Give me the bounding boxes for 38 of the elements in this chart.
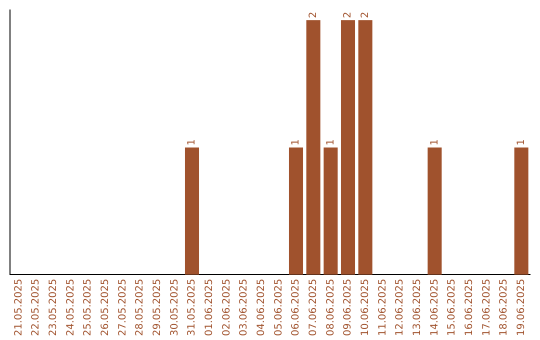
data-label: 2 <box>342 12 354 18</box>
x-tick-label: 31.05.2025 <box>186 278 198 336</box>
x-tick-label: 09.06.2025 <box>342 278 354 336</box>
x-tick-label: 14.06.2025 <box>429 278 440 336</box>
x-tick-label: 01.06.2025 <box>204 278 215 336</box>
data-label: 1 <box>516 139 527 146</box>
data-label: 1 <box>325 139 336 146</box>
data-label: 1 <box>429 139 440 146</box>
x-tick-label: 16.06.2025 <box>464 278 475 336</box>
x-tick-label: 22.05.2025 <box>30 278 42 336</box>
x-tick-label: 28.05.2025 <box>134 278 146 336</box>
x-tick-label: 15.06.2025 <box>446 278 458 336</box>
x-tick-label: 23.05.2025 <box>48 278 59 336</box>
x-tick-label: 12.06.2025 <box>394 278 406 336</box>
x-tick-label: 24.05.2025 <box>65 278 76 336</box>
x-tick-label: 04.06.2025 <box>256 278 267 336</box>
data-label: 1 <box>290 139 302 146</box>
x-tick-label: 25.05.2025 <box>82 278 94 336</box>
x-tick-label: 05.06.2025 <box>273 278 284 336</box>
x-tick-label: 07.06.2025 <box>308 278 319 336</box>
x-tick-label: 18.06.2025 <box>498 278 510 336</box>
data-label: 2 <box>308 12 319 18</box>
x-tick-label: 30.05.2025 <box>169 278 180 336</box>
data-label: 2 <box>360 12 371 18</box>
x-tick-label: 10.06.2025 <box>360 278 371 336</box>
x-tick-label: 11.06.2025 <box>377 278 388 336</box>
x-tick-label: 19.06.2025 <box>516 278 527 336</box>
x-tick-label: 03.06.2025 <box>238 278 250 336</box>
x-tick-label: 08.06.2025 <box>325 278 336 336</box>
x-tick-label: 17.06.2025 <box>481 278 492 336</box>
data-label: 1 <box>186 139 198 146</box>
x-tick-label: 26.05.2025 <box>100 278 111 336</box>
x-tick-label: 29.05.2025 <box>152 278 163 336</box>
x-tick-label: 02.06.2025 <box>221 278 232 336</box>
x-tick-label: 27.05.2025 <box>117 278 128 336</box>
x-tick-label: 21.05.2025 <box>13 278 24 336</box>
x-tick-label: 06.06.2025 <box>290 278 302 336</box>
x-tick-label: 13.06.2025 <box>412 278 423 336</box>
